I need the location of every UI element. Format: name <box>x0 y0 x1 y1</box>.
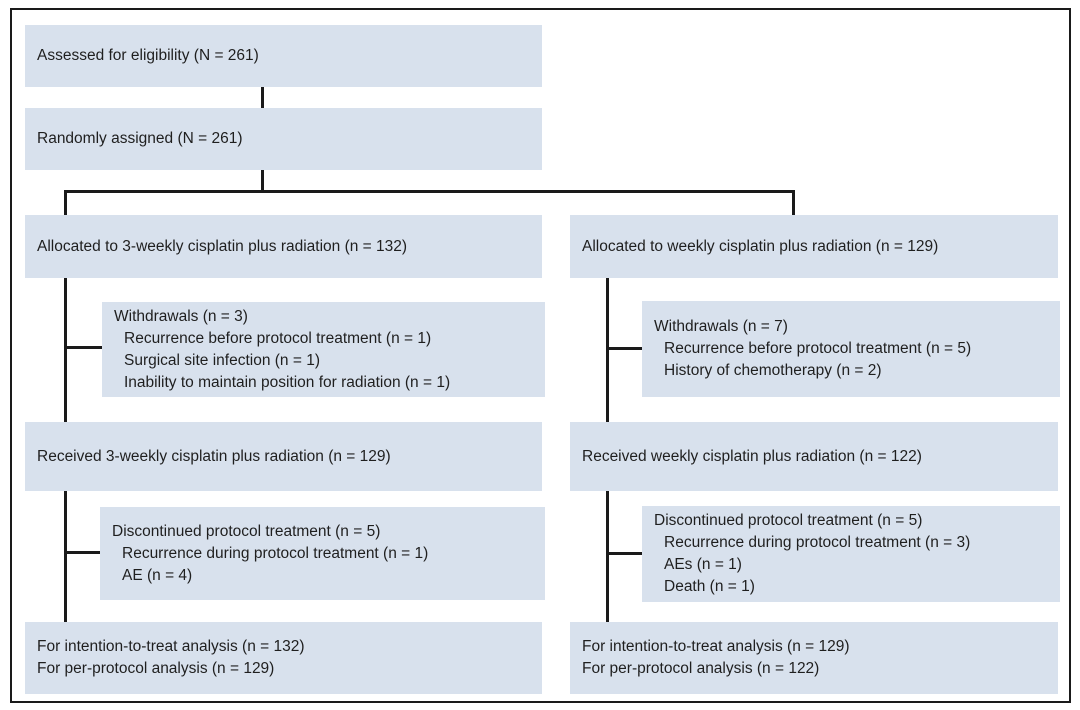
connector-withdrawals-weekly <box>606 347 644 350</box>
box-analysis-weekly: For intention-to-treat analysis (n = 129… <box>570 622 1058 694</box>
box-title: Discontinued protocol treatment (n = 5) <box>654 512 923 529</box>
connector-branch-to-alloc-3weekly <box>64 190 67 215</box>
box-item: Death (n = 1) <box>664 578 755 595</box>
connector-discontinued-weekly <box>606 552 644 555</box>
box-item: Surgical site infection (n = 1) <box>124 351 320 369</box>
box-allocated-3weekly: Allocated to 3-weekly cisplatin plus rad… <box>25 215 542 278</box>
box-item: AEs (n = 1) <box>664 556 742 573</box>
box-title: Assessed for eligibility (N = 261) <box>37 47 259 64</box>
connector-branch-to-alloc-weekly <box>792 190 795 215</box>
box-withdrawals-3weekly: Withdrawals (n = 3) Recurrence before pr… <box>102 302 545 397</box>
box-title: Withdrawals (n = 7) <box>654 318 788 335</box>
box-title: Received 3-weekly cisplatin plus radiati… <box>37 447 391 465</box>
box-title: Randomly assigned (N = 261) <box>37 130 243 147</box>
box-analysis-3weekly: For intention-to-treat analysis (n = 132… <box>25 622 542 694</box>
connector-discontinued-3weekly <box>64 551 104 554</box>
box-line: For intention-to-treat analysis (n = 132… <box>37 638 305 655</box>
box-title: Withdrawals (n = 3) <box>114 307 248 325</box>
box-title: Allocated to 3-weekly cisplatin plus rad… <box>37 237 408 255</box>
box-withdrawals-weekly: Withdrawals (n = 7) Recurrence before pr… <box>642 301 1060 397</box>
box-assessed-eligibility: Assessed for eligibility (N = 261) <box>25 25 542 87</box>
box-title: Allocated to weekly cisplatin plus radia… <box>582 237 939 255</box>
box-line: For per-protocol analysis (n = 122) <box>582 660 820 677</box>
box-line: For per-protocol analysis (n = 129) <box>37 660 275 677</box>
box-item: Inability to maintain position for radia… <box>124 373 451 391</box>
box-discontinued-weekly: Discontinued protocol treatment (n = 5) … <box>642 506 1060 602</box>
box-received-weekly: Received weekly cisplatin plus radiation… <box>570 422 1058 491</box>
box-item: Recurrence before protocol treatment (n … <box>664 340 972 357</box>
box-item: History of chemotherapy (n = 2) <box>664 362 882 379</box>
connector-branch-horizontal <box>64 190 795 193</box>
box-discontinued-3weekly: Discontinued protocol treatment (n = 5) … <box>100 507 545 600</box>
box-item: Recurrence during protocol treatment (n … <box>664 534 971 551</box>
box-item: Recurrence during protocol treatment (n … <box>122 544 429 562</box>
figure-border <box>10 8 1071 703</box>
box-item: Recurrence before protocol treatment (n … <box>124 329 432 347</box>
box-allocated-weekly: Allocated to weekly cisplatin plus radia… <box>570 215 1058 278</box>
box-item: AE (n = 4) <box>122 566 193 584</box>
box-randomly-assigned: Randomly assigned (N = 261) <box>25 108 542 170</box>
box-title: Received weekly cisplatin plus radiation… <box>582 447 922 465</box>
connector-assessed-to-randomized <box>261 87 264 108</box>
box-received-3weekly: Received 3-weekly cisplatin plus radiati… <box>25 422 542 491</box>
box-line: For intention-to-treat analysis (n = 129… <box>582 638 850 655</box>
connector-randomized-to-branch <box>261 170 264 192</box>
box-title: Discontinued protocol treatment (n = 5) <box>112 522 381 540</box>
connector-withdrawals-3weekly <box>64 346 104 349</box>
